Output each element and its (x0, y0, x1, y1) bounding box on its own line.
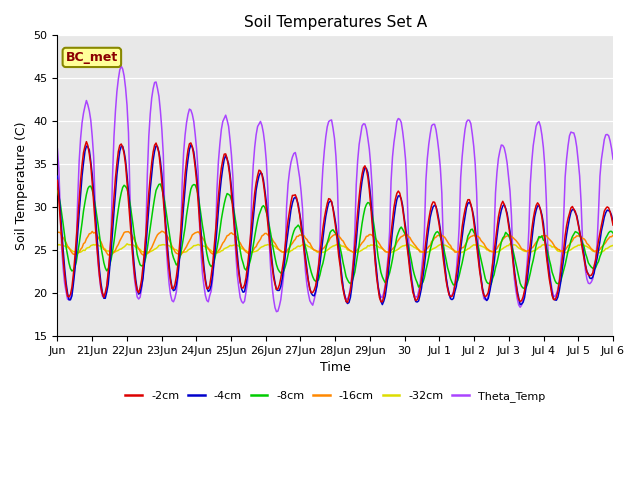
Text: BC_met: BC_met (66, 51, 118, 64)
Legend: -2cm, -4cm, -8cm, -16cm, -32cm, Theta_Temp: -2cm, -4cm, -8cm, -16cm, -32cm, Theta_Te… (121, 387, 549, 407)
Y-axis label: Soil Temperature (C): Soil Temperature (C) (15, 121, 28, 250)
Title: Soil Temperatures Set A: Soil Temperatures Set A (244, 15, 427, 30)
X-axis label: Time: Time (320, 361, 351, 374)
